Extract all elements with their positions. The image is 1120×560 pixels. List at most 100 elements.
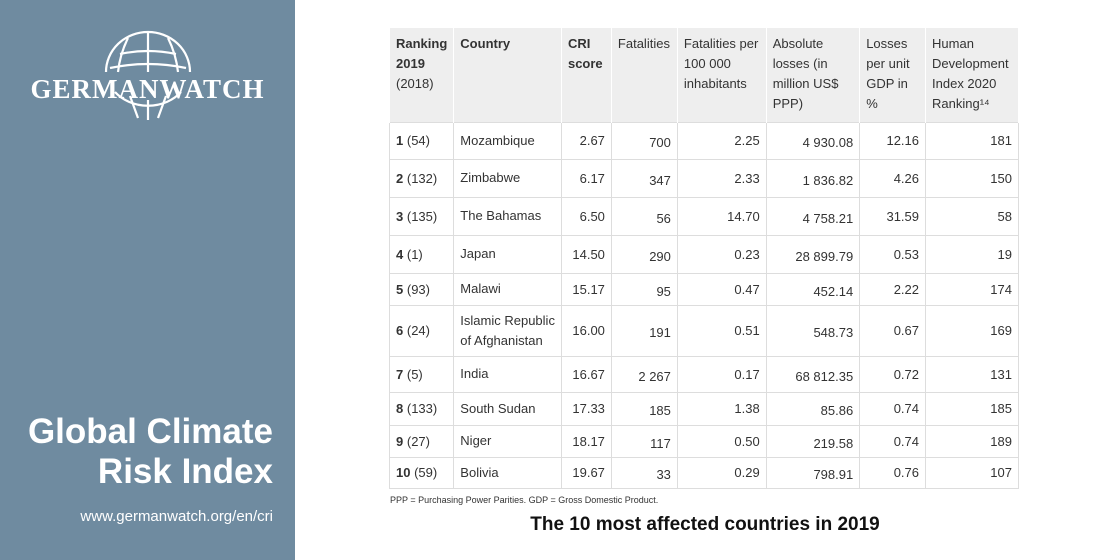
fat-cell: 185 (610, 391, 678, 426)
fat100k-cell: 0.29 (676, 456, 767, 489)
column-header: CRI score (560, 28, 612, 122)
table-row: 6 (24) Islamic Republic of Afghanistan 16.… (388, 304, 1019, 357)
cri-cell: 6.17 (560, 158, 612, 198)
fat-cell: 117 (610, 424, 678, 458)
cri-cell: 16.67 (560, 355, 612, 393)
rank-cell: 1 (54) (388, 121, 455, 160)
rank-cell: 9 (27) (388, 424, 455, 458)
fat100k-cell: 0.47 (676, 272, 767, 306)
header-text: Absolute losses (in million US$ PPP) (772, 36, 839, 111)
hdi-cell: 107 (925, 456, 1019, 489)
cri-cell: 19.67 (560, 456, 612, 489)
rank-cell: 5 (93) (388, 272, 455, 306)
fat-cell: 56 (610, 196, 678, 236)
globe-icon (104, 30, 192, 120)
gdp-cell: 0.76 (859, 456, 927, 489)
rank: 8 (396, 401, 404, 416)
table-row: 8 (133) South Sudan 17.33 185 1.38 85.86 0.74 1… (388, 391, 1019, 426)
hdi-cell: 189 (925, 424, 1019, 458)
hdi-cell: 169 (925, 304, 1019, 357)
title-line-2: Risk Index (97, 452, 273, 491)
header-bold: CRI score (567, 36, 603, 71)
fat-cell: 2 267 (610, 355, 678, 393)
previous-rank: (133) (406, 401, 438, 416)
gdp-cell: 0.72 (859, 355, 927, 393)
rank: 4 (396, 246, 404, 262)
fat100k-cell: 14.70 (676, 196, 767, 236)
column-header: Losses per unit GDP in % (859, 28, 927, 122)
table-row: 1 (54) Mozambique 2.67 700 2.25 4 930.08 12.16… (388, 121, 1019, 160)
abs-cell: 798.91 (765, 456, 861, 489)
hdi-cell: 150 (925, 158, 1019, 198)
previous-rank: (24) (406, 323, 430, 338)
website-link[interactable]: www.germanwatch.org/en/cri (80, 508, 273, 525)
previous-rank: (54) (406, 133, 430, 148)
column-header: Ranking 2019 (2018) (388, 28, 455, 122)
fat100k-cell: 0.23 (676, 234, 767, 274)
country-cell: Bolivia (453, 456, 562, 489)
abs-cell: 85.86 (765, 391, 861, 426)
hdi-cell: 181 (925, 121, 1019, 160)
abs-cell: 4 930.08 (765, 121, 861, 160)
fat100k-cell: 2.33 (676, 158, 767, 198)
rank: 6 (396, 323, 404, 338)
previous-rank: (5) (406, 366, 423, 382)
previous-rank: (1) (406, 246, 423, 262)
table-row: 3 (135) The Bahamas 6.50 56 14.70 4 758.21 31.… (388, 196, 1019, 236)
rank: 3 (396, 208, 404, 224)
column-header: Absolute losses (in million US$ PPP) (765, 28, 861, 122)
cri-cell: 6.50 (560, 196, 612, 236)
footnote: PPP = Purchasing Power Parities. GDP = G… (390, 495, 659, 505)
header-text: Fatalities per 100 000 inhabitants (683, 36, 759, 91)
country-cell: South Sudan (453, 391, 562, 426)
rank: 9 (396, 433, 404, 449)
cri-cell: 2.67 (560, 121, 612, 160)
title-line-1: Global Climate (27, 412, 273, 451)
abs-cell: 548.73 (765, 304, 861, 357)
rank-cell: 8 (133) (388, 391, 455, 426)
gdp-cell: 0.74 (859, 424, 927, 458)
hdi-cell: 185 (925, 391, 1019, 426)
fat-cell: 33 (610, 456, 678, 489)
cri-cell: 15.17 (560, 272, 612, 306)
cri-cell: 16.00 (560, 304, 612, 357)
header-bold: Ranking 2019 (396, 36, 448, 71)
gdp-cell: 2.22 (859, 272, 927, 306)
previous-rank: (27) (406, 433, 430, 449)
fat-cell: 700 (610, 121, 678, 160)
rank: 10 (396, 465, 411, 480)
column-header: Country (453, 28, 562, 122)
fat100k-cell: 0.17 (676, 355, 767, 393)
column-header: Fatalities (610, 28, 678, 122)
country-cell: Niger (453, 424, 562, 458)
header-text: Human Development Index 2020 Ranking¹⁴ (932, 36, 1009, 111)
table-row: 10 (59) Bolivia 19.67 33 0.29 798.91 0.76 107 (388, 456, 1019, 489)
hdi-cell: 174 (925, 272, 1019, 306)
rank-cell: 7 (5) (388, 355, 455, 393)
rank-cell: 2 (132) (388, 158, 455, 198)
cri-cell: 17.33 (560, 391, 612, 426)
table-row: 2 (132) Zimbabwe 6.17 347 2.33 1 836.82 4.26 15… (388, 158, 1019, 198)
rank: 7 (396, 366, 404, 382)
gdp-cell: 31.59 (859, 196, 927, 236)
country-cell: Malawi (453, 272, 562, 306)
previous-rank: (135) (406, 208, 438, 224)
abs-cell: 68 812.35 (765, 355, 861, 393)
fat-cell: 290 (610, 234, 678, 274)
report-title: Global Climate Risk Index (28, 412, 273, 492)
gdp-cell: 12.16 (859, 121, 927, 160)
gdp-cell: 4.26 (859, 158, 927, 198)
column-header: Human Development Index 2020 Ranking¹⁴ (925, 28, 1019, 122)
fat100k-cell: 0.51 (676, 304, 767, 357)
ranking-table: Ranking 2019 (2018) Country CRI score Fatali… (388, 28, 1019, 489)
country-cell: Zimbabwe (453, 158, 562, 198)
previous-rank: (93) (406, 281, 430, 297)
header-text: Losses per unit GDP in % (866, 36, 910, 111)
gdp-cell: 0.67 (859, 304, 927, 357)
fat-cell: 95 (610, 272, 678, 306)
caption: The 10 most affected countries in 2019 (530, 514, 880, 535)
header-text: (2018) (396, 76, 434, 91)
header-text: Fatalities (617, 36, 670, 51)
previous-rank: (132) (406, 170, 438, 186)
fat-cell: 347 (610, 158, 678, 198)
